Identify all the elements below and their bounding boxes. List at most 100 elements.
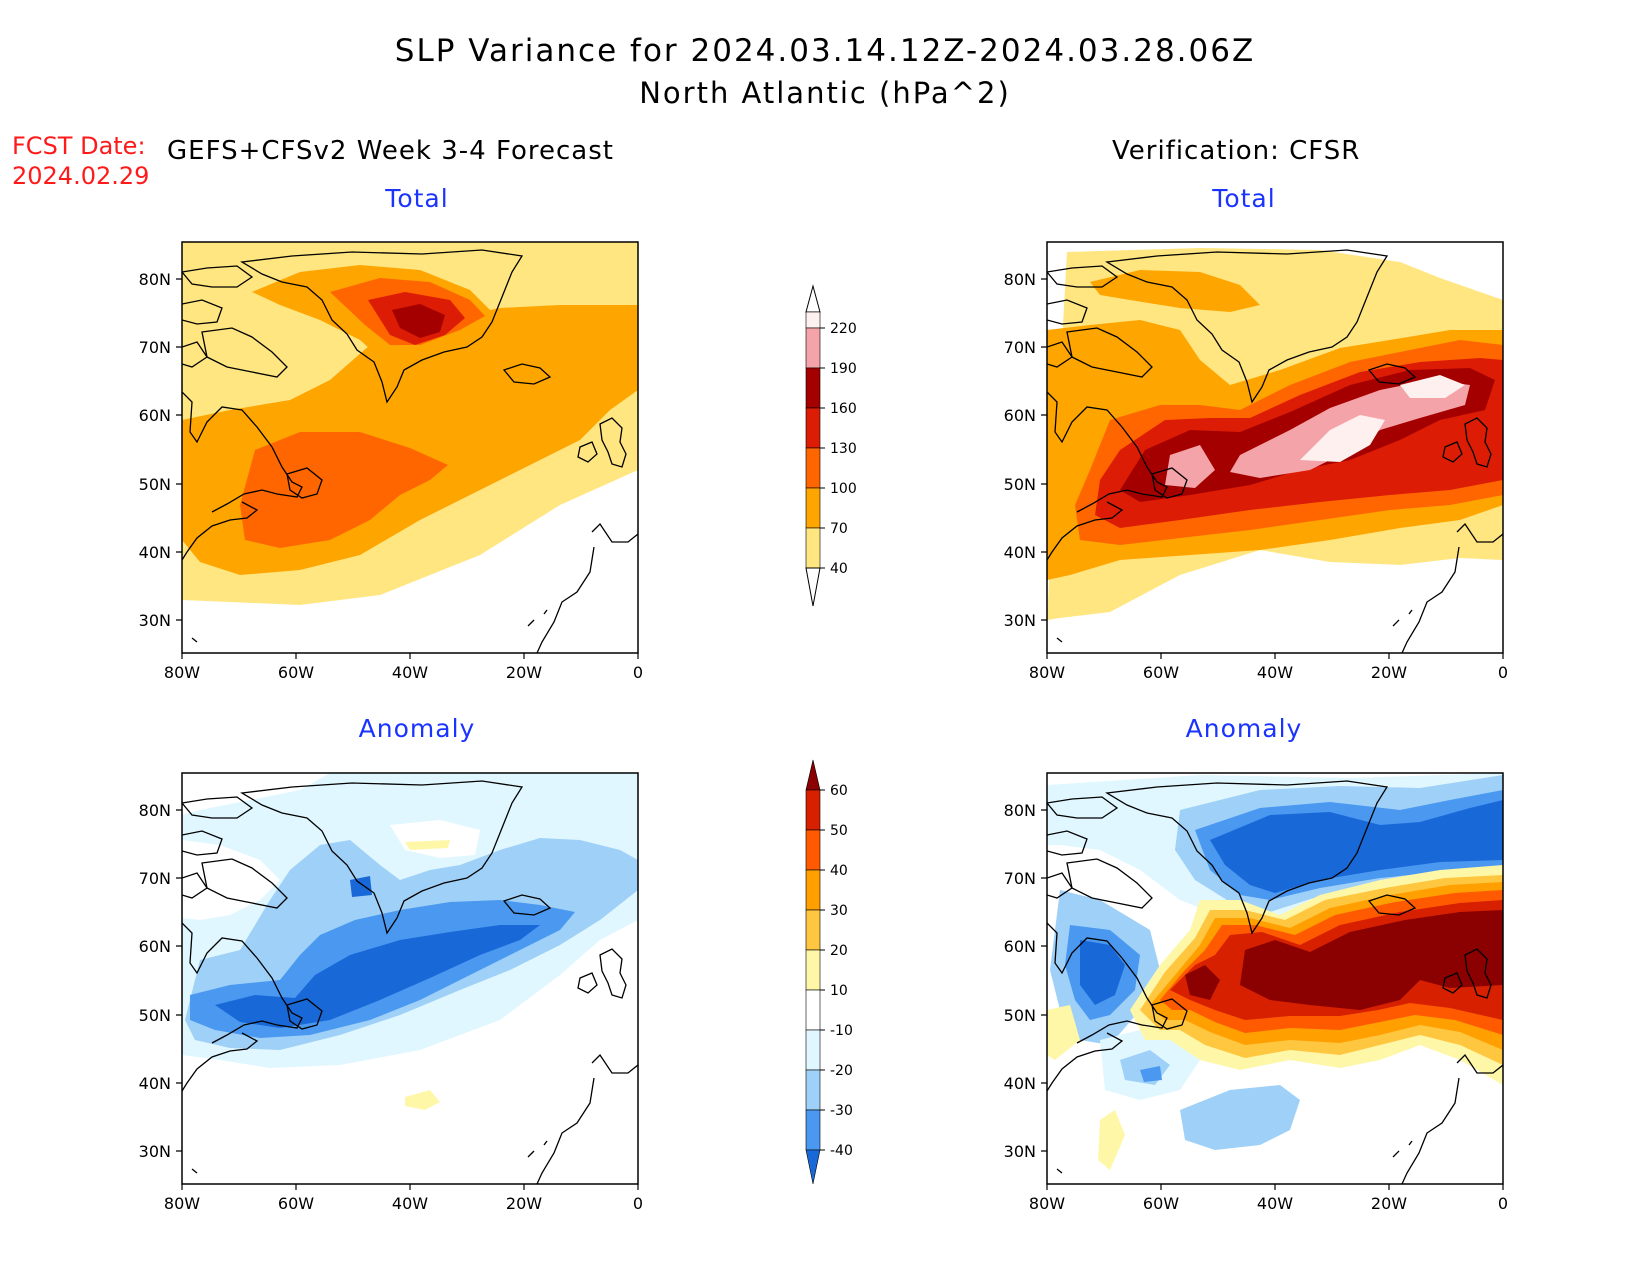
colorbar-swatch (805, 949, 821, 991)
lat-label: 80N (1004, 270, 1036, 289)
colorbar-swatch (805, 789, 821, 831)
colorbar-swatch (805, 487, 821, 529)
colorbar-label: 160 (830, 401, 857, 417)
colorbar-swatch (805, 447, 821, 489)
lon-label: 80W (1029, 663, 1065, 682)
colorbar-arrow-bottom (805, 567, 821, 607)
lat-label: 50N (1004, 475, 1036, 494)
total-colorbar: 220 190 160 130 100 70 40 (805, 284, 857, 607)
anomaly-colorbar: 60 50 40 30 20 10 -10 -20 -30 -40 (805, 759, 853, 1185)
colorbar-swatch (805, 527, 821, 569)
lat-label: 70N (139, 338, 171, 357)
lat-label: 70N (139, 869, 171, 888)
colorbar-arrow-top (805, 284, 821, 313)
lat-label: 30N (1004, 1142, 1036, 1161)
lon-label: 60W (278, 1194, 314, 1213)
forecast-date-label: FCST Date: (12, 132, 146, 160)
lon-label: 40W (392, 663, 428, 682)
panel-title-forecast-total: Total (385, 184, 449, 213)
lon-label: 60W (278, 663, 314, 682)
lon-label: 40W (392, 1194, 428, 1213)
panel-title-verification-total: Total (1212, 184, 1276, 213)
verification-total-map (1047, 242, 1503, 653)
panel-title-forecast-anomaly: Anomaly (358, 714, 476, 743)
lon-label: 60W (1143, 1194, 1179, 1213)
colorbar-swatch (805, 407, 821, 449)
lat-label: 40N (139, 543, 171, 562)
verification-header: Verification: CFSR (1112, 136, 1361, 166)
lat-label: 50N (139, 475, 171, 494)
colorbar-label: 50 (830, 823, 848, 839)
colorbar-label: 70 (830, 521, 848, 537)
lat-label: 60N (139, 937, 171, 956)
lat-label: 70N (1004, 338, 1036, 357)
lon-label: 20W (1371, 1194, 1407, 1213)
colorbar-label: 40 (830, 863, 848, 879)
lat-label: 30N (139, 1142, 171, 1161)
lat-label: 30N (139, 611, 171, 630)
lon-label: 40W (1257, 1194, 1293, 1213)
colorbar-label: -40 (830, 1143, 853, 1159)
lat-label: 80N (1004, 801, 1036, 820)
lat-label: 40N (139, 1074, 171, 1093)
forecast-total-map (182, 242, 638, 653)
colorbar-label: 60 (830, 783, 848, 799)
colorbar-swatch (805, 327, 821, 369)
lon-label: 20W (506, 663, 542, 682)
colorbar-swatch (805, 311, 821, 329)
colorbar-swatch (805, 909, 821, 951)
colorbar-swatch (805, 1029, 821, 1071)
forecast-header: GEFS+CFSv2 Week 3-4 Forecast (167, 136, 614, 166)
lat-label: 80N (139, 270, 171, 289)
colorbar-label: 40 (830, 561, 848, 577)
lat-label: 80N (139, 801, 171, 820)
lon-label: 0 (633, 663, 643, 682)
lon-label: 80W (164, 663, 200, 682)
colorbar-swatch (805, 989, 821, 1031)
colorbar-swatch (805, 1109, 821, 1151)
colorbar-arrow-bottom (805, 1149, 821, 1185)
lon-labels: 80W 60W 40W 20W 0 80W 60W 40W 20W 0 80W … (164, 663, 1508, 1213)
lat-label: 50N (139, 1006, 171, 1025)
axis-ticks (176, 278, 1504, 1190)
forecast-date-value: 2024.02.29 (12, 162, 150, 190)
colorbar-swatch (805, 869, 821, 911)
colorbar-swatch (805, 829, 821, 871)
lon-label: 80W (1029, 1194, 1065, 1213)
verification-anomaly-map (1047, 773, 1503, 1184)
colorbar-label: 10 (830, 983, 848, 999)
colorbar-label: -30 (830, 1103, 853, 1119)
colorbar-label: 220 (830, 321, 857, 337)
lon-label: 40W (1257, 663, 1293, 682)
colorbar-label: 100 (830, 481, 857, 497)
colorbar-swatch (805, 1069, 821, 1111)
lat-label: 60N (1004, 937, 1036, 956)
panel-title-verification-anomaly: Anomaly (1185, 714, 1303, 743)
lat-label: 70N (1004, 869, 1036, 888)
lat-label: 40N (1004, 1074, 1036, 1093)
lat-labels: 80N 70N 60N 50N 40N 30N 80N 70N 60N 50N … (139, 270, 1036, 1161)
lat-label: 30N (1004, 611, 1036, 630)
lat-label: 60N (1004, 406, 1036, 425)
lon-label: 20W (1371, 663, 1407, 682)
lat-label: 50N (1004, 1006, 1036, 1025)
lon-label: 0 (1498, 663, 1508, 682)
lon-label: 0 (633, 1194, 643, 1213)
forecast-anomaly-map (182, 773, 638, 1184)
lon-label: 60W (1143, 663, 1179, 682)
lat-label: 60N (139, 406, 171, 425)
colorbar-label: 190 (830, 361, 857, 377)
lon-label: 0 (1498, 1194, 1508, 1213)
lat-label: 40N (1004, 543, 1036, 562)
main-subtitle: North Atlantic (hPa^2) (639, 76, 1011, 110)
colorbar-label: -10 (830, 1023, 853, 1039)
colorbar-arrow-top (805, 759, 821, 791)
colorbar-swatch (805, 367, 821, 409)
lon-label: 80W (164, 1194, 200, 1213)
colorbar-label: 130 (830, 441, 857, 457)
main-title: SLP Variance for 2024.03.14.12Z-2024.03.… (394, 33, 1256, 69)
colorbar-label: -20 (830, 1063, 853, 1079)
colorbar-label: 30 (830, 903, 848, 919)
lon-label: 20W (506, 1194, 542, 1213)
